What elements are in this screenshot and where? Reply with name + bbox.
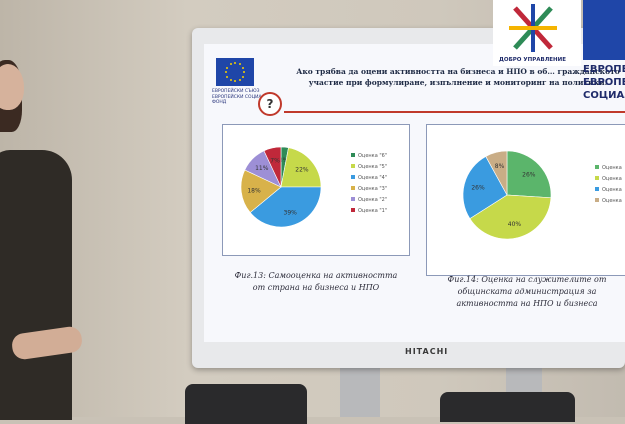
legend-swatch [351,208,355,212]
legend-label: Оценка "2" [358,197,387,203]
legend-label: Оценка [602,187,622,193]
pie-slice [485,150,508,196]
pie-slice [280,147,322,188]
pie-data-label: 40% [508,221,522,228]
eu-star-icon [226,75,229,78]
pie-slice [506,150,552,199]
legend-label: Оценка [602,165,622,171]
legend-swatch [595,187,599,191]
eu-right-line-3: СОЦИАЛЕ [583,90,625,101]
legend-label: Оценка [602,198,622,204]
eu-right-line-2: ЕВРОПЕЙ [583,77,625,88]
question-mark-icon: ? [258,92,282,116]
pie-slice [263,146,282,188]
slide-title: Ако трябва да оцени активността на бизне… [296,67,620,87]
eu-star-icon [234,62,236,64]
header-divider [284,111,625,113]
legend-swatch [351,186,355,190]
eu-logo-text: ЕВРОПЕЙСКИ СЪЮЗ ЕВРОПЕЙСКИ СОЦИАЛЕН ФОНД [212,89,272,105]
eu-flag-icon [216,58,254,86]
eu-flag-top-right-icon [583,0,625,60]
presenter-face [0,64,24,110]
legend-swatch [595,165,599,169]
legend-swatch [351,197,355,201]
slide-screen: ЕВРОПЕЙСКИ СЪЮЗ ЕВРОПЕЙСКИ СОЦИАЛЕН ФОНД… [204,44,625,342]
caption-right: Фиг.14: Оценка на служителите от общинск… [447,275,607,308]
dobro-label: ДОБРО УПРАВЛЕНИЕ [499,57,566,63]
pie-data-label: 22% [295,167,309,174]
legend-swatch [351,153,355,157]
pie-slice [240,169,282,213]
eu-right-line-1: ЕВРОПЕЙ [583,64,625,75]
legend-label: Оценка [602,176,622,182]
legend-swatch [351,164,355,168]
eu-star-icon [226,66,229,69]
legend-swatch [351,175,355,179]
chart-right-frame: 26% Оценка 40% Оценка 26% Оценка 8% Оценка [426,124,625,276]
pie-data-label: 39% [284,210,298,217]
presenter-jacket [0,150,72,420]
chair-left [185,384,307,424]
pie-chart-right: 26% Оценка 40% Оценка 26% Оценка 8% Оценка [462,150,622,240]
eu-star-icon [234,80,236,82]
legend-label: Оценка "3" [358,186,387,192]
pie-data-label: 26% [522,172,536,179]
legend-swatch [595,176,599,180]
monitor-stand-left [340,360,380,417]
chair-right [440,392,575,422]
dobro-upravlenie-logo: ДОБРО УПРАВЛЕНИЕ [493,0,581,66]
monitor-brand: HITACHI [405,347,449,356]
pie-slice [462,156,508,219]
legend-label: Оценка "4" [358,175,387,181]
eu-right-text: ЕВРОПЕЙ ЕВРОПЕЙ СОЦИАЛЕ [583,63,625,102]
legend-label: Оценка "1" [358,208,387,214]
pie-data-label: 7% [270,157,280,164]
eu-star-icon [238,78,241,81]
legend-swatch [595,198,599,202]
footer-fine-print [210,310,620,336]
pie-data-label: 26% [471,185,485,192]
chart-left-frame: 3% Оценка "6" 22% Оценка "5" 39% Оценка "4" 18… [222,124,410,256]
caption-left: Фиг.13: Самооценка на активността от стр… [234,271,398,292]
pie-data-label: 8% [495,163,505,170]
pie-data-label: 18% [247,187,261,194]
eu-star-icon [241,66,244,69]
pie-data-label: 3% [279,157,289,164]
eu-star-icon [241,75,244,78]
eu-star-icon [238,63,241,66]
presenter [0,60,90,420]
legend-label: Оценка "6" [358,153,387,159]
pie-chart-left: 3% Оценка "6" 22% Оценка "5" 39% Оценка "4" 18… [240,146,387,228]
eu-star-icon [243,71,245,73]
dobro-logo-icon [509,4,557,52]
eu-star-icon [229,63,232,66]
pie-data-label: 11% [255,165,269,172]
legend-label: Оценка "5" [358,164,387,170]
eu-star-icon [225,71,227,73]
pie-slice [249,186,322,228]
eu-star-icon [229,78,232,81]
